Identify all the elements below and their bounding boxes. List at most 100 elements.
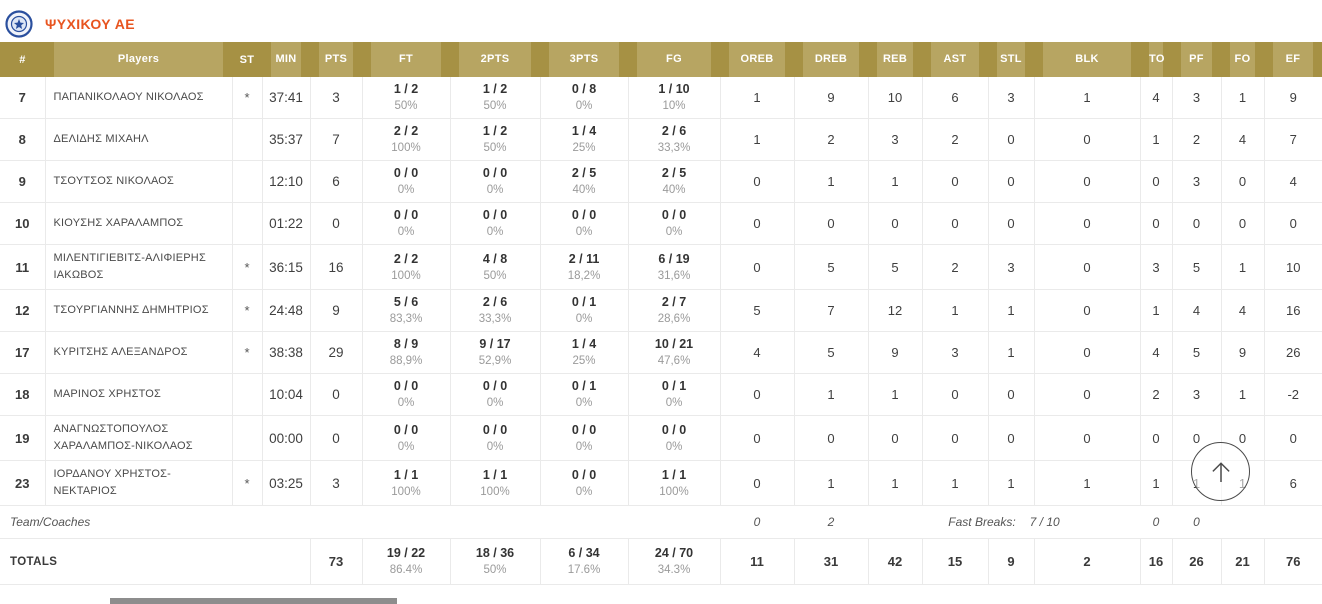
player-starter-flag xyxy=(231,118,263,161)
player-ast: 0 xyxy=(921,202,989,245)
player-number: 8 xyxy=(0,118,46,161)
player-ef: 9 xyxy=(1263,77,1322,119)
player-ef: -2 xyxy=(1263,373,1322,417)
col-header-reb: REB xyxy=(868,42,922,77)
totals-2pts: 18 / 36 50% xyxy=(449,538,541,586)
player-fo: 4 xyxy=(1220,118,1265,161)
player-dreb: 7 xyxy=(793,289,869,333)
player-2pts: 1 / 2 50% xyxy=(449,118,541,161)
team-logo-icon xyxy=(5,10,33,38)
player-reb: 10 xyxy=(867,77,923,119)
player-row: 10 ΚΙΟΥΣΗΣ ΧΑΡΑΛΑΜΠΟΣ 01:22 0 0 / 0 0% 0 … xyxy=(0,202,1322,245)
player-min: 35:37 xyxy=(261,118,311,161)
player-ft: 0 / 0 0% xyxy=(361,415,451,462)
player-dreb: 1 xyxy=(793,160,869,203)
player-ef: 0 xyxy=(1263,415,1322,462)
totals-ft: 19 / 22 86.4% xyxy=(361,538,451,586)
player-3pts: 1 / 4 25% xyxy=(539,331,629,375)
player-min: 38:38 xyxy=(261,331,311,375)
col-header-min: MIN xyxy=(262,42,310,77)
player-ast: 1 xyxy=(921,289,989,333)
cropped-bottom-element xyxy=(110,598,397,604)
player-oreb: 0 xyxy=(719,373,795,417)
player-blk: 0 xyxy=(1033,118,1141,161)
player-ft: 5 / 6 83,3% xyxy=(361,289,451,333)
player-reb: 5 xyxy=(867,243,923,291)
player-name: ΑΝΑΓΝΩΣΤΟΠΟΥΛΟΣ ΧΑΡΑΛΑΜΠΟΣ-ΝΙΚΟΛΑΟΣ xyxy=(44,415,233,462)
player-ft: 0 / 0 0% xyxy=(361,160,451,203)
player-number: 10 xyxy=(0,202,46,245)
player-3pts: 0 / 0 0% xyxy=(539,460,629,507)
player-fo: 0 xyxy=(1220,202,1265,245)
player-min: 03:25 xyxy=(261,460,311,507)
player-blk: 0 xyxy=(1033,289,1141,333)
player-number: 23 xyxy=(0,460,46,507)
player-name: ΠΑΠΑΝΙΚΟΛΑΟΥ ΝΙΚΟΛΑΟΣ xyxy=(44,77,233,119)
player-pts: 0 xyxy=(309,202,363,245)
player-dreb: 1 xyxy=(793,373,869,417)
player-row: 23 ΙΟΡΔΑΝΟΥ ΧΡΗΣΤΟΣ-ΝΕΚΤΑΡΙΟΣ * 03:25 3 … xyxy=(0,460,1322,507)
player-3pts: 2 / 5 40% xyxy=(539,160,629,203)
player-2pts: 0 / 0 0% xyxy=(449,373,541,417)
col-header-ft: FT xyxy=(362,42,450,77)
totals-fo: 21 xyxy=(1220,538,1265,586)
player-ft: 1 / 2 50% xyxy=(361,77,451,119)
team-to: 0 xyxy=(1140,505,1172,539)
team-coaches-label: Team/Coaches xyxy=(0,505,720,539)
player-3pts: 1 / 4 25% xyxy=(539,118,629,161)
player-2pts: 0 / 0 0% xyxy=(449,415,541,462)
player-name: ΜΑΡΙΝΟΣ ΧΡΗΣΤΟΣ xyxy=(44,373,233,417)
totals-pts: 73 xyxy=(309,538,363,586)
player-ast: 2 xyxy=(921,243,989,291)
player-dreb: 2 xyxy=(793,118,869,161)
player-min: 37:41 xyxy=(261,77,311,119)
player-dreb: 0 xyxy=(793,202,869,245)
totals-ef: 76 xyxy=(1263,538,1322,586)
totals-pf: 26 xyxy=(1171,538,1222,586)
player-number: 18 xyxy=(0,373,46,417)
player-ft: 0 / 0 0% xyxy=(361,202,451,245)
player-pf: 5 xyxy=(1171,331,1222,375)
player-min: 12:10 xyxy=(261,160,311,203)
player-blk: 1 xyxy=(1033,77,1141,119)
arrow-up-icon xyxy=(1211,461,1230,482)
totals-oreb: 11 xyxy=(719,538,795,586)
player-reb: 1 xyxy=(867,460,923,507)
player-name: ΔΕΛΙΔΗΣ ΜΙΧΑΗΛ xyxy=(44,118,233,161)
player-oreb: 1 xyxy=(719,77,795,119)
fast-breaks-label: Fast Breaks: xyxy=(948,515,1016,530)
player-stl: 0 xyxy=(987,415,1035,462)
player-pts: 3 xyxy=(309,460,363,507)
player-number: 12 xyxy=(0,289,46,333)
player-starter-flag xyxy=(231,202,263,245)
player-blk: 1 xyxy=(1033,460,1141,507)
player-name: ΚΥΡΙΤΣΗΣ ΑΛΕΞΑΝΔΡΟΣ xyxy=(44,331,233,375)
team-fo xyxy=(1221,505,1264,539)
col-header-players: Players xyxy=(45,42,232,77)
totals-to: 16 xyxy=(1139,538,1173,586)
player-name: ΜΙΛΕΝΤΙΓΙΕΒΙΤΣ-ΑΛΙΦΙΕΡΗΣ ΙΑΚΩΒΟΣ xyxy=(44,243,233,291)
player-starter-flag: * xyxy=(231,243,263,291)
player-ft: 0 / 0 0% xyxy=(361,373,451,417)
scroll-to-top-button[interactable] xyxy=(1191,442,1250,501)
player-fg: 0 / 0 0% xyxy=(627,202,721,245)
player-reb: 3 xyxy=(867,118,923,161)
player-starter-flag: * xyxy=(231,460,263,507)
player-3pts: 0 / 0 0% xyxy=(539,415,629,462)
player-3pts: 0 / 8 0% xyxy=(539,77,629,119)
player-pf: 3 xyxy=(1171,373,1222,417)
player-to: 0 xyxy=(1139,415,1173,462)
player-stl: 1 xyxy=(987,460,1035,507)
col-header-stl: STL xyxy=(988,42,1034,77)
col-header-pf: PF xyxy=(1172,42,1221,77)
player-dreb: 9 xyxy=(793,77,869,119)
player-fg: 2 / 5 40% xyxy=(627,160,721,203)
box-score-table: # Players ST MIN PTS FT 2PTS 3PTS FG ORE… xyxy=(0,42,1322,586)
totals-blk: 2 xyxy=(1033,538,1141,586)
player-name: ΤΣΟΥΤΣΟΣ ΝΙΚΟΛΑΟΣ xyxy=(44,160,233,203)
player-pts: 3 xyxy=(309,77,363,119)
player-fo: 1 xyxy=(1220,373,1265,417)
